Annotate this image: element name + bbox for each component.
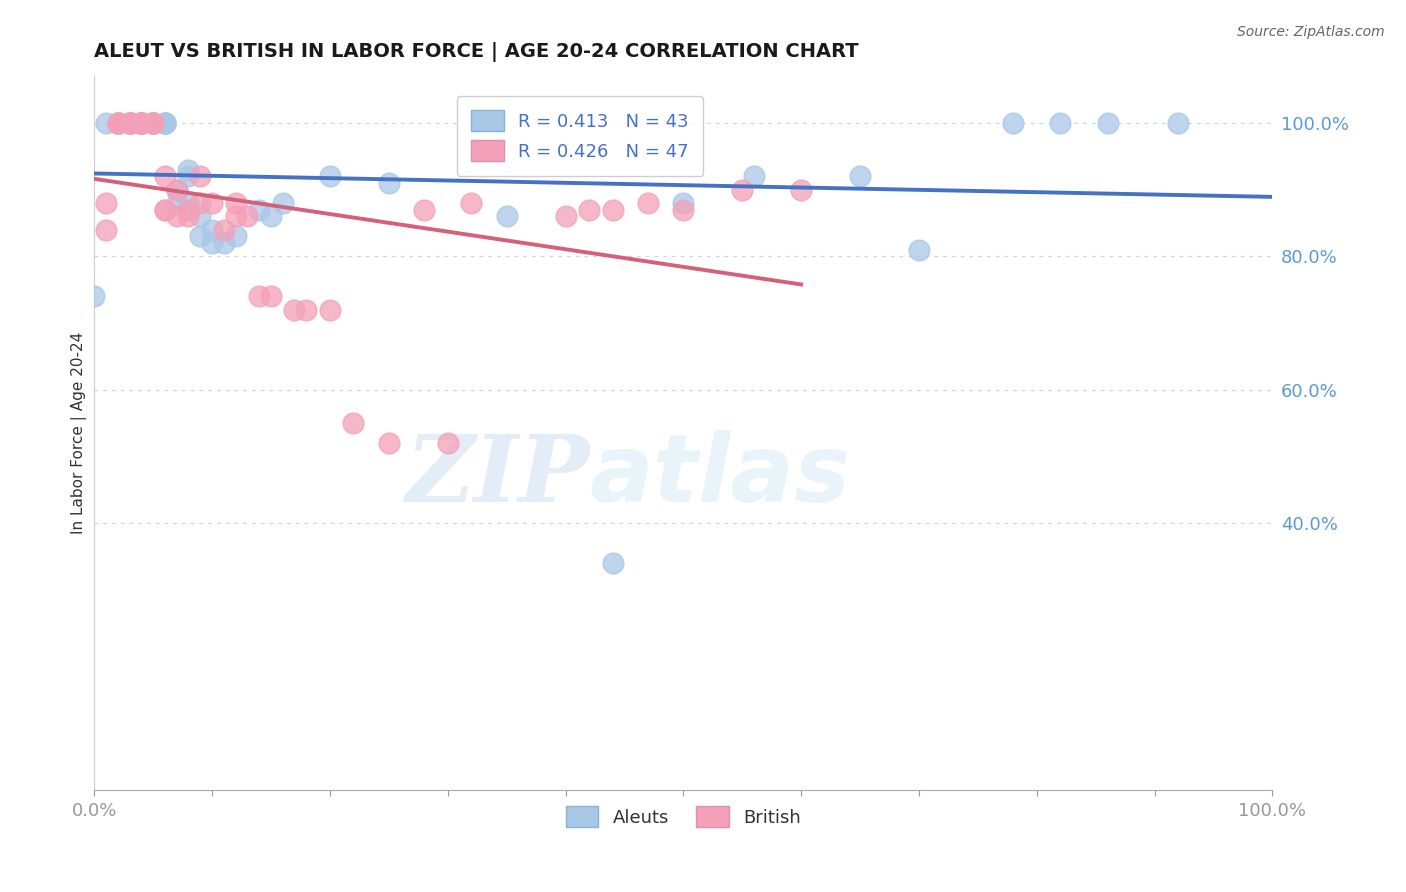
Point [188,169,211,184]
Point [118,116,141,130]
Point [460,196,482,211]
Point [153,116,176,130]
Point [1097,116,1119,130]
Point [83,289,105,303]
Point [602,202,624,217]
Point [153,116,176,130]
Y-axis label: In Labor Force | Age 20-24: In Labor Force | Age 20-24 [72,332,87,534]
Point [177,169,200,184]
Point [107,116,129,130]
Point [602,556,624,570]
Point [131,116,153,130]
Point [118,116,141,130]
Point [1002,116,1025,130]
Point [225,209,247,223]
Point [436,436,458,450]
Point [94,116,117,130]
Point [188,196,211,211]
Point [94,222,117,236]
Point [201,196,224,211]
Point [107,116,129,130]
Point [94,196,117,211]
Text: atlas: atlas [589,430,851,522]
Point [672,202,695,217]
Point [247,289,270,303]
Point [319,302,342,317]
Point [107,116,129,130]
Point [131,116,153,130]
Text: ZIP: ZIP [405,431,589,521]
Point [131,116,153,130]
Point [271,196,294,211]
Point [142,116,165,130]
Point [260,209,283,223]
Point [247,202,270,217]
Point [283,302,305,317]
Point [495,209,517,223]
Point [153,116,176,130]
Point [260,289,283,303]
Point [413,202,436,217]
Point [225,229,247,244]
Point [131,116,153,130]
Point [236,209,259,223]
Point [118,116,141,130]
Point [742,169,765,184]
Point [1167,116,1189,130]
Point [177,202,200,217]
Point [1049,116,1071,130]
Point [672,196,695,211]
Point [131,116,153,130]
Point [554,209,576,223]
Point [731,183,754,197]
Point [177,196,200,211]
Point [153,202,176,217]
Point [142,116,165,130]
Point [378,176,401,190]
Point [378,436,401,450]
Point [142,116,165,130]
Point [849,169,872,184]
Text: ALEUT VS BRITISH IN LABOR FORCE | AGE 20-24 CORRELATION CHART: ALEUT VS BRITISH IN LABOR FORCE | AGE 20… [94,42,859,62]
Point [166,183,188,197]
Point [153,116,176,130]
Point [295,302,318,317]
Point [131,116,153,130]
Point [118,116,141,130]
Point [153,169,176,184]
Point [188,209,211,223]
Point [342,416,364,430]
Point [578,202,600,217]
Point [107,116,129,130]
Point [177,162,200,177]
Point [177,209,200,223]
Point [142,116,165,130]
Point [131,116,153,130]
Point [166,209,188,223]
Point [131,116,153,130]
Point [166,183,188,197]
Point [225,196,247,211]
Point [201,222,224,236]
Legend: Aleuts, British: Aleuts, British [558,799,808,834]
Point [201,235,224,250]
Point [212,222,235,236]
Point [637,196,659,211]
Point [166,196,188,211]
Point [107,116,129,130]
Point [142,116,165,130]
Point [118,116,141,130]
Point [188,229,211,244]
Point [153,202,176,217]
Point [319,169,342,184]
Point [908,243,931,257]
Point [790,183,813,197]
Text: Source: ZipAtlas.com: Source: ZipAtlas.com [1237,25,1385,39]
Point [212,235,235,250]
Point [142,116,165,130]
Point [118,116,141,130]
